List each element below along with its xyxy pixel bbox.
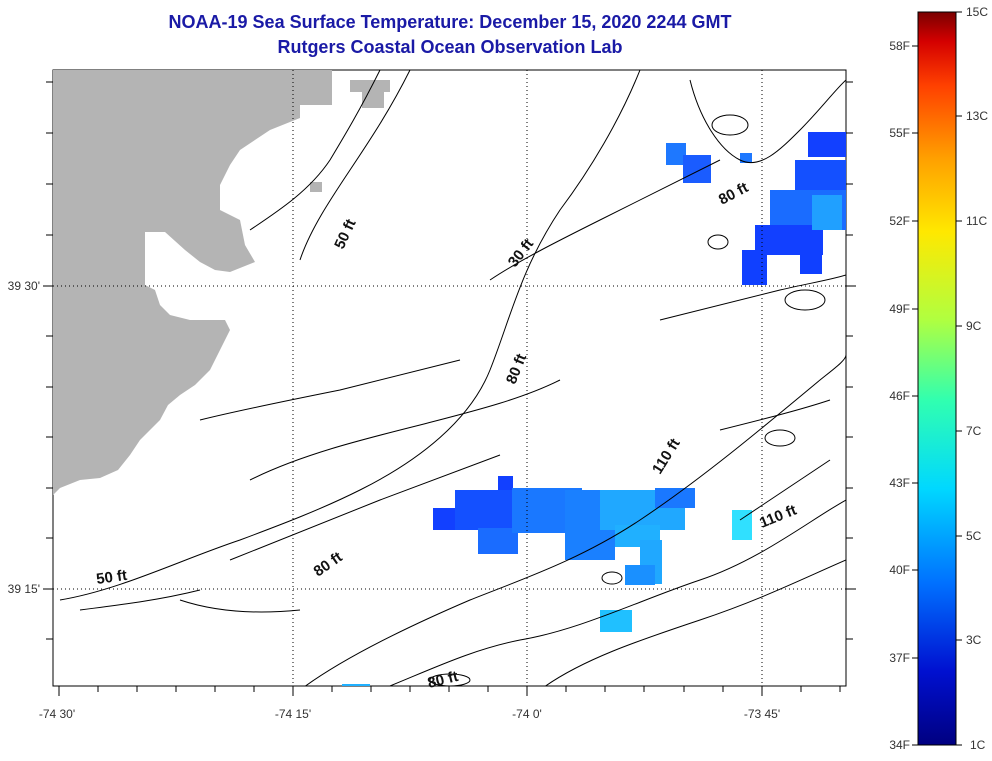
colorbar-fahrenheit-label: 34F	[889, 738, 910, 752]
colorbar-celsius-label: 9C	[966, 319, 982, 333]
colorbar-celsius-label: 15C	[966, 5, 988, 19]
bathymetry-contours	[59, 70, 846, 686]
x-tick-label: -74 15'	[275, 707, 311, 721]
x-tick-label: -73 45'	[744, 707, 780, 721]
colorbar-fahrenheit-label: 46F	[889, 389, 910, 403]
frame-ticks	[43, 81, 856, 696]
colorbar-fahrenheit-label: 40F	[889, 563, 910, 577]
graticule	[53, 70, 846, 686]
colorbar-celsius-label: 7C	[966, 424, 982, 438]
y-tick-label: 39 15'	[8, 582, 40, 596]
land-patches	[80, 80, 390, 410]
colorbar-fahrenheit-label: 58F	[889, 39, 910, 53]
colorbar-fahrenheit-label: 37F	[889, 651, 910, 665]
colorbar-celsius-label: 3C	[966, 633, 982, 647]
colorbar	[917, 11, 957, 746]
colorbar-fahrenheit-label: 49F	[889, 302, 910, 316]
map-title: NOAA-19 Sea Surface Temperature: Decembe…	[168, 12, 732, 32]
colorbar-celsius-label: 1C	[970, 738, 986, 752]
y-tick-label: 39 30'	[8, 279, 40, 293]
x-tick-label: -74 0'	[512, 707, 542, 721]
colorbar-fahrenheit-label: 43F	[889, 476, 910, 490]
contour-label: 80 ft	[426, 668, 460, 692]
sst-patch-northeast	[666, 132, 846, 285]
colorbar-fahrenheit-label: 55F	[889, 126, 910, 140]
land-mass	[53, 70, 332, 495]
colorbar-celsius-label: 11C	[966, 214, 987, 228]
sst-patch-south	[342, 476, 752, 686]
map-subtitle: Rutgers Coastal Ocean Observation Lab	[277, 37, 623, 57]
colorbar-ticks	[912, 11, 962, 746]
colorbar-celsius-label: 13C	[966, 109, 988, 123]
colorbar-fahrenheit-label: 52F	[889, 214, 910, 228]
contour-label: 50 ft	[95, 567, 128, 588]
x-tick-label: -74 30'	[39, 707, 75, 721]
colorbar-celsius-label: 5C	[966, 529, 982, 543]
